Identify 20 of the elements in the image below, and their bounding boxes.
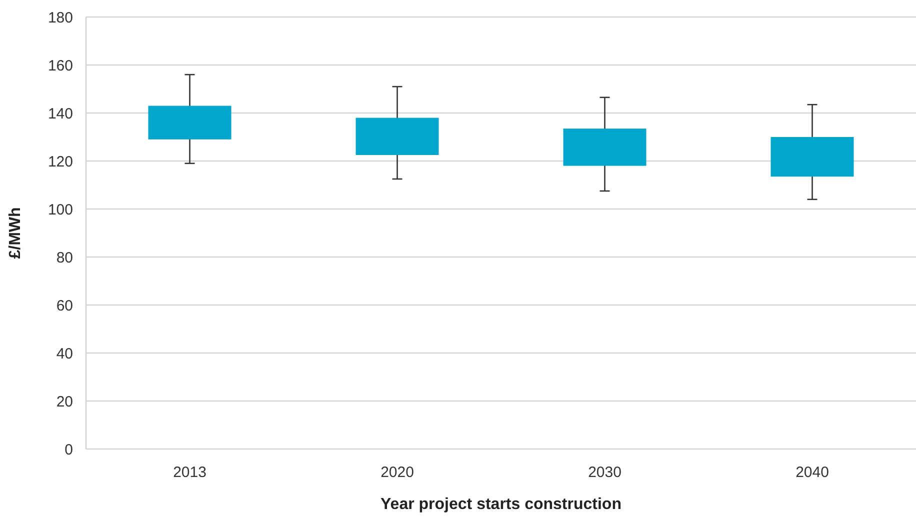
y-tick-label: 40 (56, 345, 73, 362)
bar (770, 137, 854, 177)
x-tick-label: 2013 (173, 464, 206, 481)
y-tick-label: 20 (56, 393, 73, 410)
x-tick-label: 2020 (380, 464, 414, 481)
y-tick-label: 100 (48, 201, 73, 218)
x-tick-label: 2040 (796, 464, 829, 481)
y-tick-label: 120 (48, 153, 73, 170)
bar (563, 128, 646, 166)
y-tick-label: 80 (56, 249, 73, 266)
bar (356, 118, 439, 155)
bar (148, 106, 232, 140)
y-tick-label: 0 (64, 441, 73, 458)
y-tick-label: 180 (48, 9, 73, 26)
y-axis-title: £/MWh (7, 207, 24, 259)
x-axis-title: Year project starts construction (380, 496, 622, 513)
y-tick-label: 160 (48, 57, 73, 74)
y-tick-label: 140 (48, 105, 73, 122)
y-tick-label: 60 (56, 297, 73, 314)
x-tick-label: 2030 (588, 464, 622, 481)
